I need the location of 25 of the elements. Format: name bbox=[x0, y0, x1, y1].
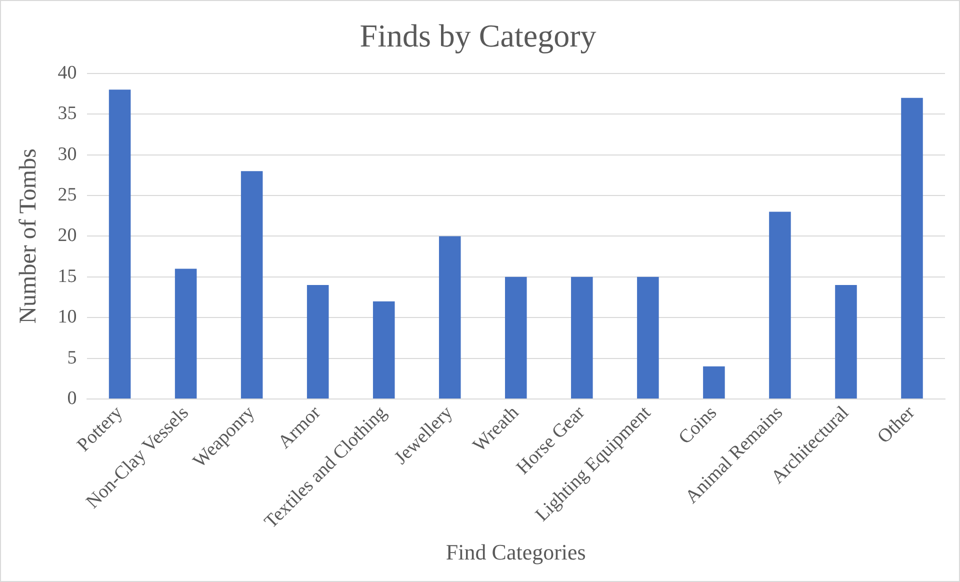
bar bbox=[306, 285, 329, 398]
bar bbox=[438, 236, 461, 398]
y-tick-label: 0 bbox=[67, 388, 77, 409]
y-tick-label: 25 bbox=[58, 184, 77, 206]
y-tick-label: 30 bbox=[58, 144, 77, 165]
bar bbox=[174, 268, 197, 398]
bar bbox=[372, 301, 395, 398]
chart-title: Finds by Category bbox=[360, 18, 596, 54]
bar bbox=[108, 90, 131, 398]
bar bbox=[901, 98, 923, 398]
y-axis-title: Number of Tombs bbox=[16, 148, 42, 324]
x-axis-title: Find Categories bbox=[446, 540, 586, 565]
bar bbox=[505, 276, 527, 398]
y-tick-label: 20 bbox=[58, 225, 77, 246]
bar bbox=[703, 366, 725, 398]
y-tick-label: 5 bbox=[67, 347, 77, 368]
y-tick-label: 15 bbox=[58, 266, 77, 287]
y-tick-label: 10 bbox=[58, 306, 77, 328]
y-tick-label: 40 bbox=[58, 62, 77, 84]
y-tick-label: 35 bbox=[58, 103, 77, 124]
bar bbox=[835, 285, 857, 398]
bar bbox=[571, 276, 593, 398]
bar bbox=[769, 212, 791, 398]
bar bbox=[240, 171, 263, 398]
bar bbox=[637, 276, 659, 398]
